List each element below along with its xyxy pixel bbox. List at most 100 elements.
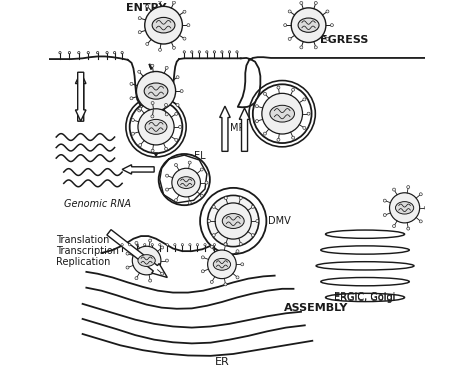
Circle shape	[136, 243, 138, 246]
Text: MR: MR	[230, 123, 246, 133]
Circle shape	[239, 242, 242, 245]
Circle shape	[174, 243, 176, 246]
Circle shape	[151, 64, 154, 67]
Circle shape	[314, 46, 317, 49]
Circle shape	[383, 199, 386, 202]
Circle shape	[131, 132, 135, 135]
Circle shape	[224, 242, 228, 245]
Ellipse shape	[316, 262, 414, 270]
Circle shape	[277, 86, 280, 89]
Circle shape	[165, 188, 169, 191]
Circle shape	[213, 51, 216, 53]
Circle shape	[187, 24, 190, 27]
Circle shape	[131, 119, 135, 122]
Circle shape	[424, 206, 427, 209]
Circle shape	[201, 270, 204, 273]
Ellipse shape	[144, 83, 168, 99]
Ellipse shape	[321, 246, 410, 254]
Text: Genomic RNA: Genomic RNA	[64, 199, 131, 209]
Ellipse shape	[326, 293, 405, 302]
Ellipse shape	[177, 177, 195, 189]
Circle shape	[149, 239, 152, 242]
Circle shape	[183, 37, 186, 40]
Circle shape	[183, 51, 185, 53]
Circle shape	[407, 227, 410, 230]
Circle shape	[419, 193, 422, 196]
Circle shape	[151, 149, 154, 152]
Circle shape	[330, 24, 333, 27]
Circle shape	[180, 90, 183, 93]
Ellipse shape	[222, 214, 244, 228]
Circle shape	[255, 119, 258, 122]
Circle shape	[307, 112, 310, 115]
Circle shape	[138, 109, 174, 145]
Circle shape	[208, 250, 236, 279]
Circle shape	[159, 154, 210, 205]
Circle shape	[130, 101, 182, 153]
Circle shape	[236, 250, 239, 253]
Circle shape	[303, 98, 306, 101]
Circle shape	[204, 243, 206, 246]
Circle shape	[300, 2, 303, 5]
Text: EGRESS: EGRESS	[320, 35, 368, 45]
Circle shape	[138, 31, 141, 34]
Circle shape	[106, 51, 108, 54]
Circle shape	[236, 51, 238, 53]
Circle shape	[121, 243, 123, 246]
Circle shape	[326, 37, 329, 40]
Circle shape	[183, 10, 186, 13]
Circle shape	[212, 205, 215, 208]
Circle shape	[251, 234, 254, 237]
Circle shape	[208, 195, 259, 246]
Circle shape	[291, 8, 326, 42]
Circle shape	[164, 104, 167, 107]
Text: EL: EL	[194, 151, 205, 161]
Circle shape	[87, 51, 90, 54]
Circle shape	[151, 243, 154, 246]
Circle shape	[164, 147, 167, 150]
Circle shape	[175, 138, 178, 141]
Circle shape	[292, 136, 295, 139]
Circle shape	[303, 126, 306, 129]
Circle shape	[262, 93, 302, 134]
Circle shape	[277, 138, 280, 141]
Circle shape	[224, 283, 227, 286]
Text: DMV: DMV	[268, 216, 291, 226]
Circle shape	[138, 70, 141, 73]
Circle shape	[165, 113, 168, 116]
Circle shape	[392, 225, 396, 228]
Circle shape	[173, 1, 175, 4]
Circle shape	[176, 76, 179, 79]
Ellipse shape	[145, 119, 167, 134]
Circle shape	[200, 188, 266, 254]
Circle shape	[128, 243, 131, 246]
Circle shape	[292, 88, 295, 91]
Circle shape	[288, 37, 291, 40]
Circle shape	[132, 246, 161, 275]
Circle shape	[224, 243, 227, 246]
FancyArrow shape	[75, 72, 86, 121]
Circle shape	[161, 272, 164, 275]
Text: ERGIC, Golgi: ERGIC, Golgi	[334, 293, 396, 302]
Circle shape	[135, 242, 138, 245]
Circle shape	[165, 259, 168, 262]
Circle shape	[224, 197, 228, 200]
Circle shape	[200, 194, 203, 197]
Circle shape	[172, 168, 201, 197]
Circle shape	[205, 181, 208, 184]
Circle shape	[196, 243, 199, 246]
Circle shape	[264, 92, 266, 95]
Ellipse shape	[152, 17, 175, 33]
Circle shape	[135, 277, 138, 280]
Circle shape	[174, 163, 177, 166]
Circle shape	[284, 24, 287, 27]
Circle shape	[181, 243, 183, 246]
Circle shape	[158, 0, 162, 2]
Circle shape	[256, 220, 259, 223]
Ellipse shape	[270, 105, 294, 122]
Circle shape	[188, 161, 191, 164]
Ellipse shape	[395, 201, 414, 214]
FancyArrow shape	[219, 106, 230, 151]
Circle shape	[241, 263, 244, 266]
Circle shape	[179, 125, 182, 129]
